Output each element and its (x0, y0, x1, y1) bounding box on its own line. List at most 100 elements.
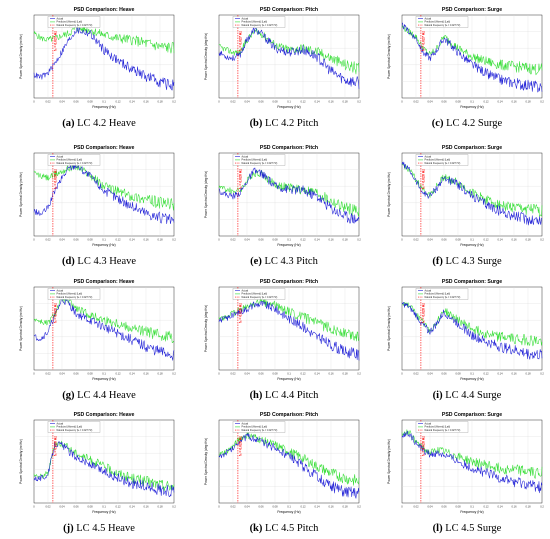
legend-box (415, 288, 469, 300)
series-actual-line (33, 26, 175, 91)
x-tick-label: 0.12 (115, 505, 121, 509)
legend-label: Natural Frequency (fₙ = 0.027 Hz) (425, 24, 461, 27)
chart-title: PSD Comparison: Heave (74, 145, 135, 151)
chart-title: PSD Comparison: Heave (74, 412, 135, 418)
y-axis-label: Power Spectral Density (m²/Hz) (387, 306, 391, 351)
chart-panel-g: PSD Comparison: Heave 0 0.02 0.04 0.06 0.08 0.… (14, 275, 184, 406)
x-tick-label: 0.08 (272, 100, 278, 104)
x-tick-label: 0.16 (511, 505, 517, 509)
x-tick-label: 0.1 (102, 505, 106, 509)
x-tick-label: 0.16 (328, 238, 334, 242)
x-tick-label: 0.1 (287, 100, 291, 104)
x-tick-label: 0.04 (244, 505, 250, 509)
x-tick-label: 0.04 (59, 100, 65, 104)
chart-panel-j: PSD Comparison: Heave 0 0.02 0.04 0.06 0.08 0.… (14, 408, 184, 539)
chart-title: PSD Comparison: Pitch (260, 279, 318, 285)
x-tick-label: 0.1 (102, 372, 106, 376)
chart-title: PSD Comparison: Heave (74, 279, 135, 285)
legend-label: Natural Frequency (fₙ = 0.027 Hz) (57, 296, 93, 299)
x-tick-label: 0.18 (342, 238, 348, 242)
caption-text: LC 4.3 Pitch (261, 256, 318, 267)
x-tick-label: 0.12 (483, 100, 489, 104)
caption-text: LC 4.2 Pitch (262, 118, 319, 129)
legend-label: Actual (425, 290, 432, 293)
figure-caption: (h) LC 4.4 Pitch (199, 390, 369, 401)
natural-frequency-label: fₙ = 0.027 Hz (54, 31, 58, 51)
caption-text: LC 4.5 Heave (73, 523, 135, 534)
x-tick-label: 0.02 (230, 505, 236, 509)
x-tick-label: 0.08 (455, 238, 461, 242)
x-tick-label: 0 (218, 505, 220, 509)
legend-label: Predicted (filtered) [Lab] (57, 21, 83, 24)
x-tick-label: 0.12 (300, 238, 306, 242)
x-tick-label: 0.02 (413, 238, 419, 242)
x-tick-label: 0.02 (413, 372, 419, 376)
x-tick-label: 0.14 (314, 372, 320, 376)
natural-frequency-label: fₙ = 0.026 Hz (54, 169, 58, 189)
legend-label: Predicted (filtered) [Lab] (425, 293, 451, 296)
legend-box (47, 154, 101, 166)
legend-label: Predicted (filtered) [Lab] (425, 159, 451, 162)
caption-label: (k) (249, 523, 263, 534)
legend-label: Actual (425, 423, 432, 426)
chart-title: PSD Comparison: Heave (74, 7, 135, 13)
x-tick-label: 0.18 (157, 238, 163, 242)
legend-label: Natural Frequency (fₙ = 0.027 Hz) (57, 162, 93, 165)
y-axis-label: Power Spectral Density (m²/Hz) (387, 439, 391, 484)
x-axis-label: Frequency (Hz) (460, 510, 483, 514)
x-tick-label: 0.12 (483, 505, 489, 509)
x-tick-label: 0.02 (45, 100, 51, 104)
x-tick-label: 0.18 (342, 100, 348, 104)
legend-label: Actual (425, 156, 432, 159)
chart-panel-h: PSD Comparison: Pitch 0 0.02 0.04 0.06 0.08 0.… (199, 275, 369, 406)
series-actual-line (218, 300, 360, 361)
y-axis-label: Power Spectral Density (m²/Hz) (19, 439, 23, 484)
x-tick-label: 0.08 (455, 100, 461, 104)
caption-text: LC 4.5 Surge (442, 523, 502, 534)
x-tick-label: 0.12 (483, 372, 489, 376)
figure-caption: (d) LC 4.3 Heave (14, 256, 184, 267)
legend-label: Natural Frequency (fₙ = 0.027 Hz) (242, 24, 278, 27)
caption-label: (d) (61, 256, 75, 267)
x-tick-label: 0.04 (427, 505, 433, 509)
x-axis-label: Frequency (Hz) (92, 377, 115, 381)
psd-chart: PSD Comparison: Heave 0 0.02 0.04 0.06 0.08 0.… (19, 7, 176, 109)
x-tick-label: 0.18 (525, 372, 531, 376)
natural-frequency-label: fₙ = 0.027 Hz (422, 31, 426, 51)
legend-label: Actual (242, 290, 249, 293)
chart-title: PSD Comparison: Surge (442, 7, 502, 13)
legend-label: Predicted (filtered) [Lab] (242, 21, 268, 24)
x-tick-label: 0.14 (129, 238, 135, 242)
x-tick-label: 0.1 (287, 505, 291, 509)
x-tick-label: 0.04 (59, 238, 65, 242)
legend-label: Actual (57, 423, 64, 426)
x-tick-label: 0.02 (45, 238, 51, 242)
legend-label: Natural Frequency (fₙ = 0.027 Hz) (425, 429, 461, 432)
x-tick-label: 0.1 (470, 238, 474, 242)
caption-text: LC 4.2 Surge (443, 118, 503, 129)
x-axis-label: Frequency (Hz) (92, 510, 115, 514)
x-tick-label: 0 (33, 100, 35, 104)
chart-title: PSD Comparison: Pitch (260, 145, 318, 151)
x-tick-label: 0.06 (441, 100, 447, 104)
legend-label: Natural Frequency (fₙ = 0.027 Hz) (57, 429, 93, 432)
psd-chart: PSD Comparison: Heave 0 0.02 0.04 0.06 0.08 0.… (19, 145, 176, 247)
x-tick-label: 0.2 (172, 505, 176, 509)
psd-chart: PSD Comparison: Surge 0 0.02 0.04 0.06 0.08 0.… (387, 145, 544, 247)
x-tick-label: 0.16 (328, 100, 334, 104)
x-tick-label: 0.2 (540, 372, 544, 376)
x-tick-label: 0.2 (540, 505, 544, 509)
psd-chart: PSD Comparison: Heave 0 0.02 0.04 0.06 0.08 0.… (19, 412, 176, 514)
series-predicted-line (401, 301, 543, 347)
natural-frequency-label: fₙ = 0.026 Hz (54, 303, 58, 323)
y-axis-label: Power Spectral Density (m²/Hz) (387, 34, 391, 79)
x-tick-label: 0.2 (172, 372, 176, 376)
series-predicted-line (33, 163, 175, 211)
caption-label: (g) (62, 390, 75, 401)
y-axis-label: Power Spectral Density (deg²/Hz) (204, 438, 208, 485)
caption-label: (j) (63, 523, 74, 534)
legend-label: Predicted (filtered) [Lab] (425, 426, 451, 429)
x-tick-label: 0.18 (525, 238, 531, 242)
natural-frequency-label: fₙ = 0.026 Hz (239, 436, 243, 456)
x-tick-label: 0.04 (244, 372, 250, 376)
